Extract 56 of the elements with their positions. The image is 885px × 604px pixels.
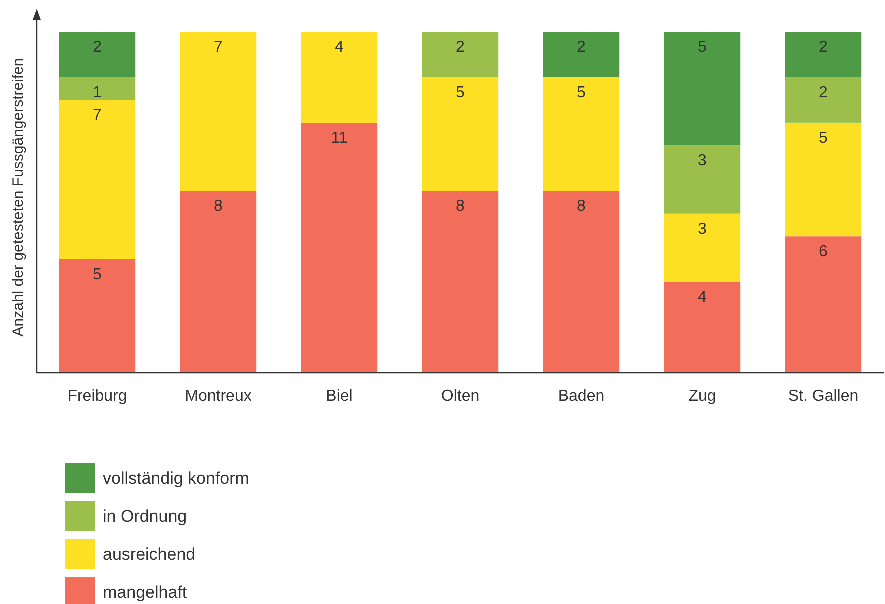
data-label: 4 bbox=[335, 39, 344, 56]
data-label: 2 bbox=[819, 84, 828, 102]
data-label: 3 bbox=[698, 220, 708, 238]
x-tick-label: Montreux bbox=[185, 388, 252, 405]
data-label: 8 bbox=[577, 198, 586, 216]
bar bbox=[543, 191, 620, 373]
data-label: 3 bbox=[698, 152, 708, 170]
bar bbox=[301, 32, 378, 123]
data-label: 7 bbox=[214, 39, 224, 56]
bar bbox=[664, 146, 741, 214]
data-label: 5 bbox=[577, 84, 586, 102]
data-label: 2 bbox=[819, 39, 828, 56]
bar bbox=[59, 32, 136, 78]
bar bbox=[664, 32, 741, 146]
data-label: 5 bbox=[819, 130, 828, 147]
x-tick-label: Baden bbox=[558, 388, 605, 405]
bar bbox=[180, 191, 257, 373]
data-label: 1 bbox=[93, 84, 102, 102]
bar bbox=[785, 32, 862, 78]
legend-label: vollständig konform bbox=[103, 469, 250, 488]
data-label: 2 bbox=[456, 39, 466, 56]
data-label: 11 bbox=[331, 130, 348, 147]
x-tick-label: Biel bbox=[326, 388, 353, 405]
bar bbox=[543, 32, 620, 78]
y-axis-title: Anzahl der getesteten Fussgängerstreifen bbox=[10, 58, 27, 337]
legend-label: mangelhaft bbox=[103, 583, 188, 602]
data-label: 5 bbox=[93, 266, 102, 284]
data-label: 8 bbox=[456, 198, 466, 216]
bar bbox=[785, 122, 862, 237]
x-tick-label: Zug bbox=[688, 388, 716, 405]
data-label: 7 bbox=[93, 107, 102, 124]
data-label: 5 bbox=[456, 84, 466, 102]
bar bbox=[59, 259, 136, 373]
bar bbox=[301, 122, 378, 373]
bar bbox=[59, 100, 136, 260]
data-label: 2 bbox=[577, 39, 586, 56]
bar bbox=[664, 282, 741, 373]
bar bbox=[543, 77, 620, 192]
x-tick-label: Freiburg bbox=[68, 388, 128, 405]
data-label: 8 bbox=[214, 198, 224, 216]
bar bbox=[785, 77, 862, 123]
data-label: 4 bbox=[698, 289, 708, 306]
legend-label: ausreichend bbox=[103, 545, 196, 564]
bar bbox=[422, 77, 499, 192]
bar bbox=[59, 77, 136, 100]
bar bbox=[180, 32, 257, 192]
bar bbox=[422, 32, 499, 78]
bar bbox=[664, 214, 741, 282]
data-label: 2 bbox=[93, 39, 102, 56]
bar bbox=[422, 191, 499, 373]
bar bbox=[785, 236, 862, 373]
data-label: 5 bbox=[698, 39, 708, 56]
data-label: 6 bbox=[819, 244, 828, 261]
legend-label: in Ordnung bbox=[103, 507, 188, 526]
x-tick-label: St. Gallen bbox=[788, 388, 859, 405]
x-tick-label: Olten bbox=[441, 388, 480, 405]
